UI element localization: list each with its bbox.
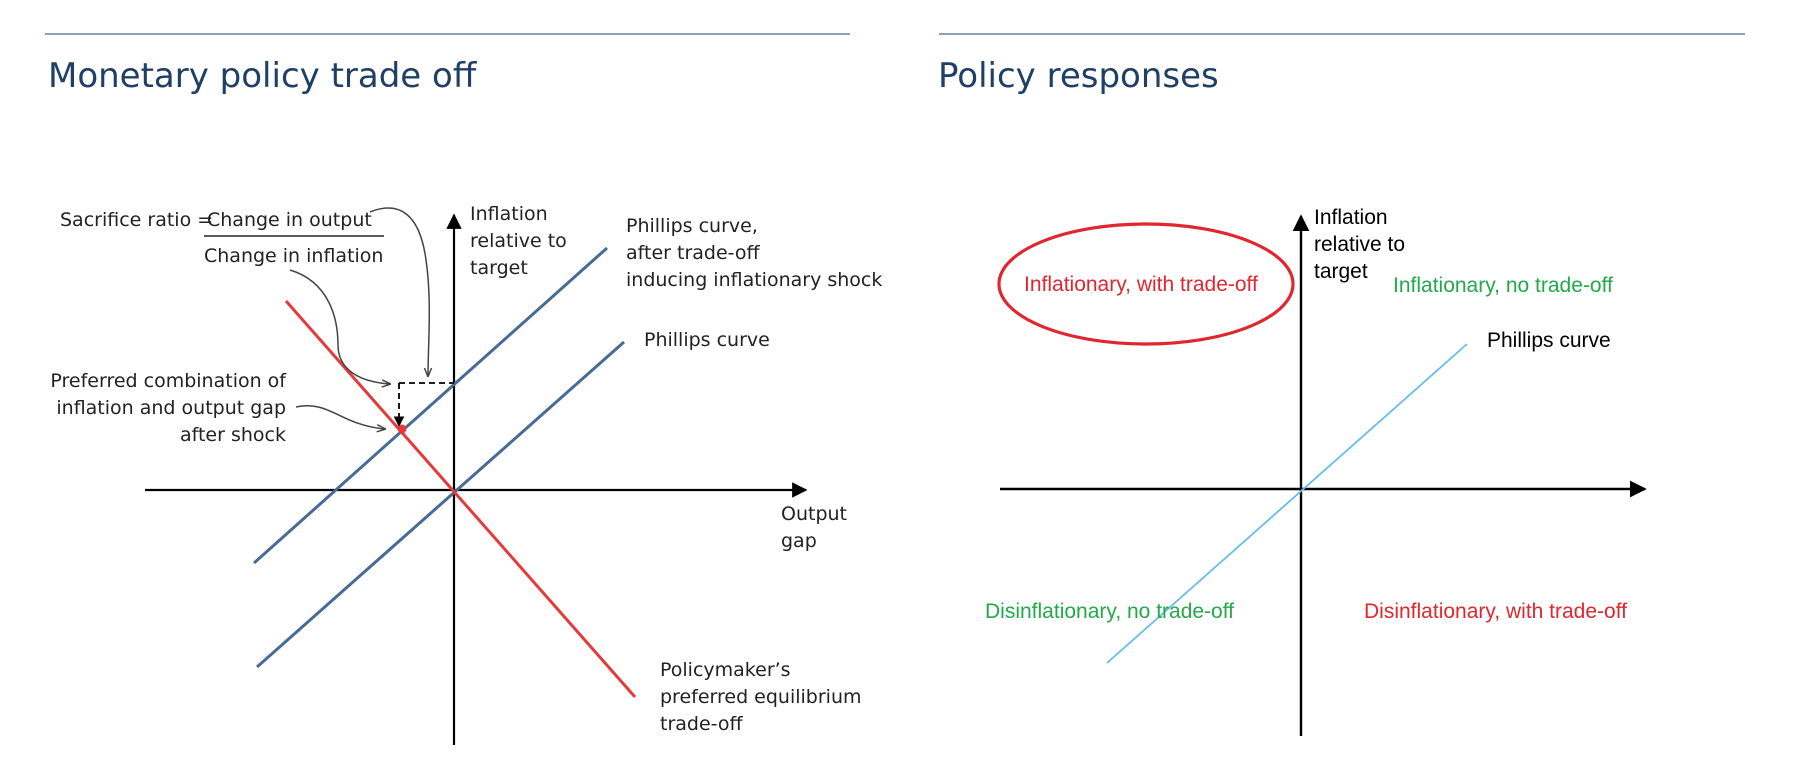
- right-panel-title: Policy responses: [938, 56, 1219, 96]
- shifted-phillips-curve: [253, 246, 608, 565]
- left-x-axis-label-1: Output: [781, 503, 847, 525]
- policymaker-label-2: preferred equilibrium: [660, 686, 862, 708]
- callout-arrow-preferred: [295, 405, 385, 429]
- left-y-axis-label-2: relative to: [470, 230, 567, 252]
- right-title-rule: [939, 33, 1745, 35]
- shifted-curve-label-3: inducing inflationary shock: [626, 269, 882, 291]
- left-y-axis-label-3: target: [470, 257, 528, 279]
- policymaker-label-3: trade-off: [660, 713, 743, 735]
- highlight-ellipse: [997, 222, 1295, 346]
- sacrifice-denominator: Change in inflation: [204, 245, 383, 267]
- left-y-axis-label-1: Inflation: [470, 203, 548, 225]
- policymaker-label-1: Policymaker’s: [660, 659, 791, 681]
- quadrant-bottom-right: Disinflationary, with trade-off: [1364, 600, 1627, 623]
- left-title-rule: [45, 33, 850, 35]
- quadrant-bottom-left: Disinflationary, no trade-off: [985, 600, 1234, 623]
- policymaker-tradeoff-line: [284, 300, 637, 698]
- phillips-curve-line: [256, 340, 625, 669]
- left-x-axis-label-2: gap: [781, 530, 817, 552]
- sacrifice-ratio-prefix: Sacrifice ratio =: [60, 209, 213, 231]
- preferred-label-2: inflation and output gap: [56, 397, 286, 419]
- shifted-curve-label-2: after trade-off: [626, 242, 760, 264]
- policy-responses-panel: Policy responses Inflationary, with trad…: [909, 0, 1818, 758]
- right-phillips-curve-label: Phillips curve: [1487, 329, 1611, 352]
- shifted-curve-label-1: Phillips curve,: [626, 215, 758, 237]
- right-phillips-curve-line: [1106, 343, 1468, 664]
- preferred-label-3: after shock: [180, 424, 286, 446]
- right-y-axis-label-3: target: [1314, 260, 1368, 283]
- preferred-label-1: Preferred combination of: [50, 370, 287, 392]
- callout-arrow-denominator: [289, 269, 390, 384]
- right-y-axis-label-2: relative to: [1314, 233, 1405, 256]
- preferred-point: [397, 424, 407, 434]
- left-panel-title: Monetary policy trade off: [48, 56, 477, 96]
- right-y-axis-label-1: Inflation: [1314, 206, 1388, 229]
- monetary-policy-panel: Monetary policy trade off Sacrifice r: [45, 33, 882, 745]
- quadrant-top-left: Inflationary, with trade-off: [1024, 273, 1258, 296]
- sacrifice-numerator: Change in output: [207, 209, 372, 231]
- tradeoff-diagram: Sacrifice ratio = Change in output Chang…: [50, 203, 882, 745]
- policy-responses-diagram: Inflationary, with trade-off Inflationar…: [985, 206, 1647, 736]
- callout-arrow-numerator: [369, 207, 429, 376]
- quadrant-top-right: Inflationary, no trade-off: [1393, 274, 1613, 297]
- phillips-curve-label: Phillips curve: [644, 329, 770, 351]
